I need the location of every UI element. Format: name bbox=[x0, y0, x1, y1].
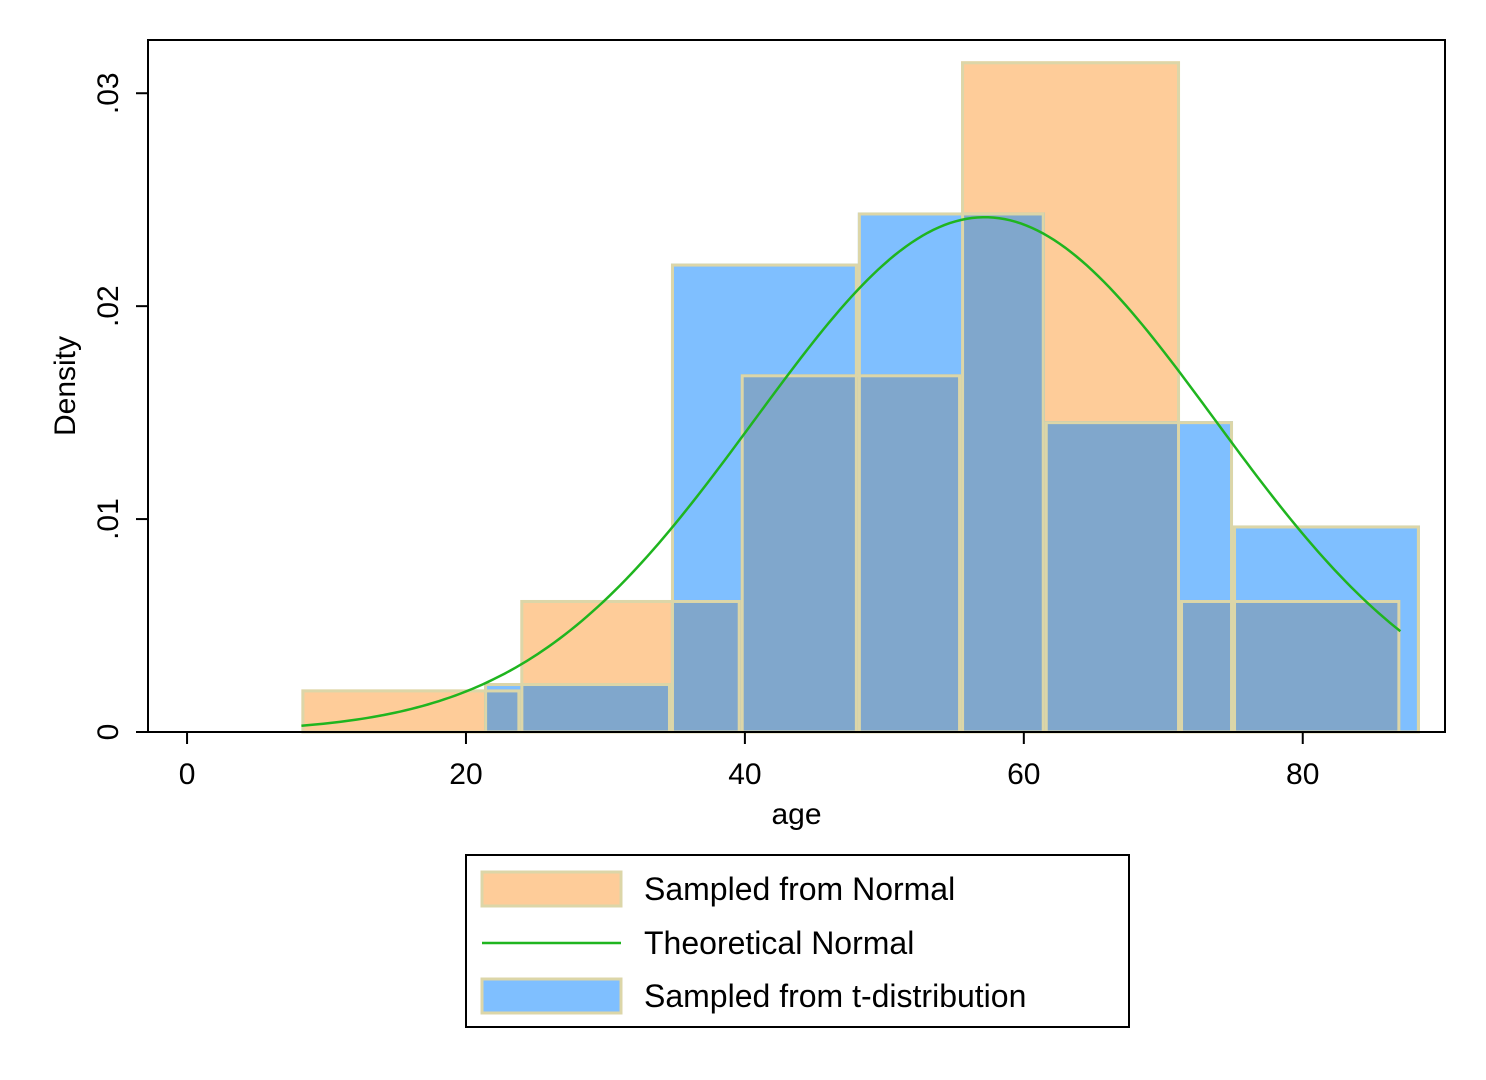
overlap-region-7 bbox=[1044, 421, 1181, 732]
overlap-region-5 bbox=[857, 374, 962, 732]
overlap-region-4 bbox=[740, 374, 858, 732]
overlap-region-3 bbox=[670, 599, 741, 732]
y-tick-label-0: 0 bbox=[92, 724, 125, 741]
legend: Sampled from Normal Theoretical Normal S… bbox=[465, 854, 1130, 1028]
legend-label-curve: Theoretical Normal bbox=[644, 925, 914, 961]
legend-swatch-normal bbox=[480, 870, 623, 908]
x-tick-label-0: 0 bbox=[179, 758, 196, 791]
legend-label-t: Sampled from t-distribution bbox=[644, 978, 1026, 1014]
x-tick-label-80: 80 bbox=[1286, 758, 1319, 791]
y-axis: 0 .01 .02 .03 bbox=[92, 72, 148, 740]
plot-frame bbox=[147, 39, 1446, 733]
overlap-region-1 bbox=[484, 689, 521, 732]
x-tick-label-60: 60 bbox=[1007, 758, 1040, 791]
x-axis-title: age bbox=[771, 798, 821, 831]
x-tick-label-40: 40 bbox=[728, 758, 761, 791]
y-axis-title: Density bbox=[49, 336, 82, 436]
overlap-region-2 bbox=[520, 683, 671, 732]
overlap-region-series bbox=[484, 212, 1401, 732]
y-tick-label-2: .02 bbox=[92, 285, 125, 327]
y-tick-label-1: .01 bbox=[92, 498, 125, 540]
legend-swatch-t bbox=[480, 977, 623, 1015]
legend-label-normal: Sampled from Normal bbox=[644, 871, 955, 907]
overlap-region-8 bbox=[1180, 599, 1234, 732]
y-tick-label-3: .03 bbox=[92, 72, 125, 114]
theoretical-normal-curve bbox=[301, 215, 1402, 727]
overlap-region-6 bbox=[961, 212, 1045, 732]
x-tick-label-20: 20 bbox=[449, 758, 482, 791]
normal-bar-1 bbox=[301, 689, 521, 732]
overlap-region-9 bbox=[1233, 599, 1401, 732]
x-axis: 0 20 40 60 80 bbox=[179, 732, 1319, 791]
